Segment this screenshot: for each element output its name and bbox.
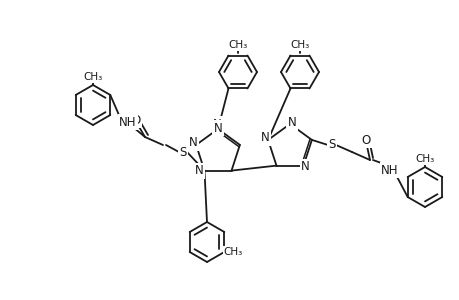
Text: N: N <box>195 164 203 177</box>
Text: O: O <box>361 134 370 146</box>
Text: N: N <box>187 136 196 149</box>
Text: CH₃: CH₃ <box>414 154 434 164</box>
Text: S: S <box>328 139 335 152</box>
Text: N: N <box>260 130 269 143</box>
Text: N: N <box>287 115 296 128</box>
Text: N: N <box>188 136 197 149</box>
Text: NH: NH <box>381 164 398 176</box>
Text: N: N <box>212 118 221 130</box>
Text: N: N <box>195 165 203 178</box>
Text: N: N <box>260 130 269 143</box>
Text: CH₃: CH₃ <box>228 40 247 50</box>
Text: CH₃: CH₃ <box>223 247 242 256</box>
Text: N: N <box>195 164 203 177</box>
Text: N: N <box>213 119 222 133</box>
Text: CH₃: CH₃ <box>290 40 309 50</box>
Text: S: S <box>179 146 186 158</box>
Text: NH: NH <box>119 116 136 128</box>
Text: O: O <box>131 113 140 127</box>
Text: N: N <box>213 122 222 134</box>
Text: N: N <box>301 160 309 173</box>
Text: N: N <box>260 131 269 144</box>
Text: CH₃: CH₃ <box>83 72 102 82</box>
Text: N: N <box>301 161 309 174</box>
Text: N: N <box>287 116 296 130</box>
